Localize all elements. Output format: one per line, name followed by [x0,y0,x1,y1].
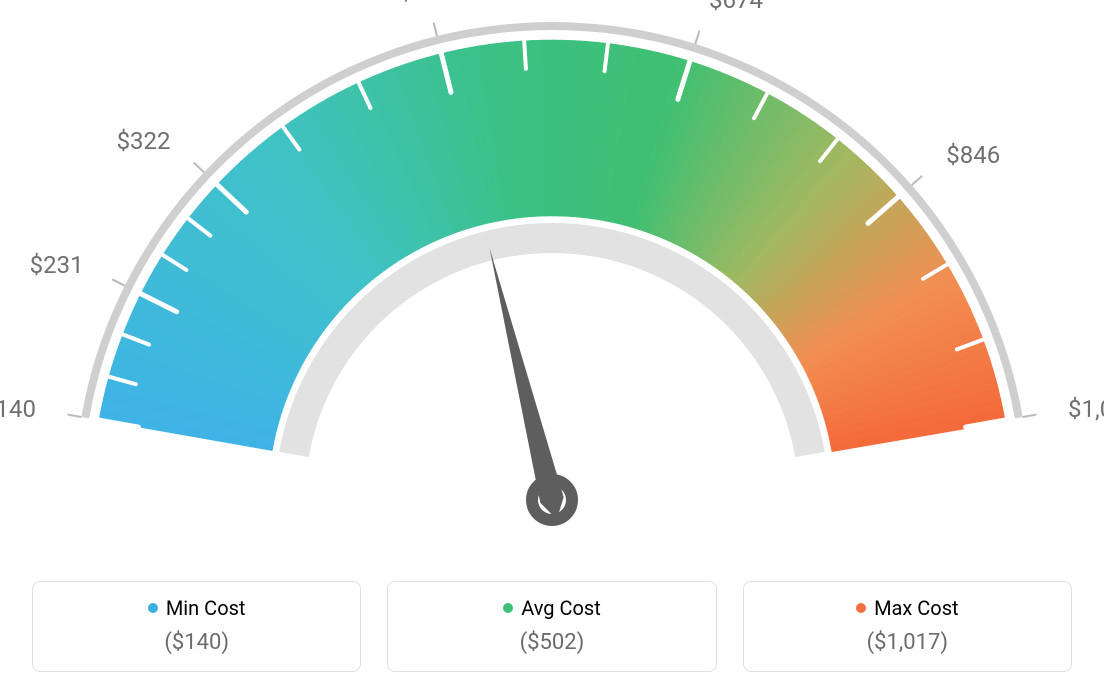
legend-card-max: Max Cost ($1,017) [743,581,1072,672]
dot-icon [503,603,513,613]
legend-title-max: Max Cost [754,596,1061,620]
legend-label: Min Cost [166,596,246,620]
legend-value-avg: ($502) [398,630,705,655]
tick-label: $846 [946,141,1000,169]
gauge-chart: $140 $231 $322 $502 $674 $846 $1,017 [0,0,1104,570]
tick-label: $322 [117,127,171,155]
legend-title-min: Min Cost [43,596,350,620]
legend-title-avg: Avg Cost [398,596,705,620]
gauge-area: $140 $231 $322 $502 $674 $846 $1,017 [0,0,1104,570]
legend-label: Avg Cost [521,596,601,620]
legend-value-max: ($1,017) [754,630,1061,655]
tick-label: $674 [709,0,763,14]
legend-row: Min Cost ($140) Avg Cost ($502) Max Cost… [0,581,1104,672]
dot-icon [148,603,158,613]
tick-label: $502 [399,0,453,5]
legend-card-avg: Avg Cost ($502) [387,581,716,672]
dot-icon [856,603,866,613]
cost-gauge-widget: $140 $231 $322 $502 $674 $846 $1,017 Min Cost … [0,0,1104,690]
tick-label: $140 [0,395,36,423]
tick-label: $231 [30,251,84,279]
legend-value-min: ($140) [43,630,350,655]
legend-card-min: Min Cost ($140) [32,581,361,672]
legend-label: Max Cost [874,596,959,620]
tick-label: $1,017 [1068,395,1104,423]
